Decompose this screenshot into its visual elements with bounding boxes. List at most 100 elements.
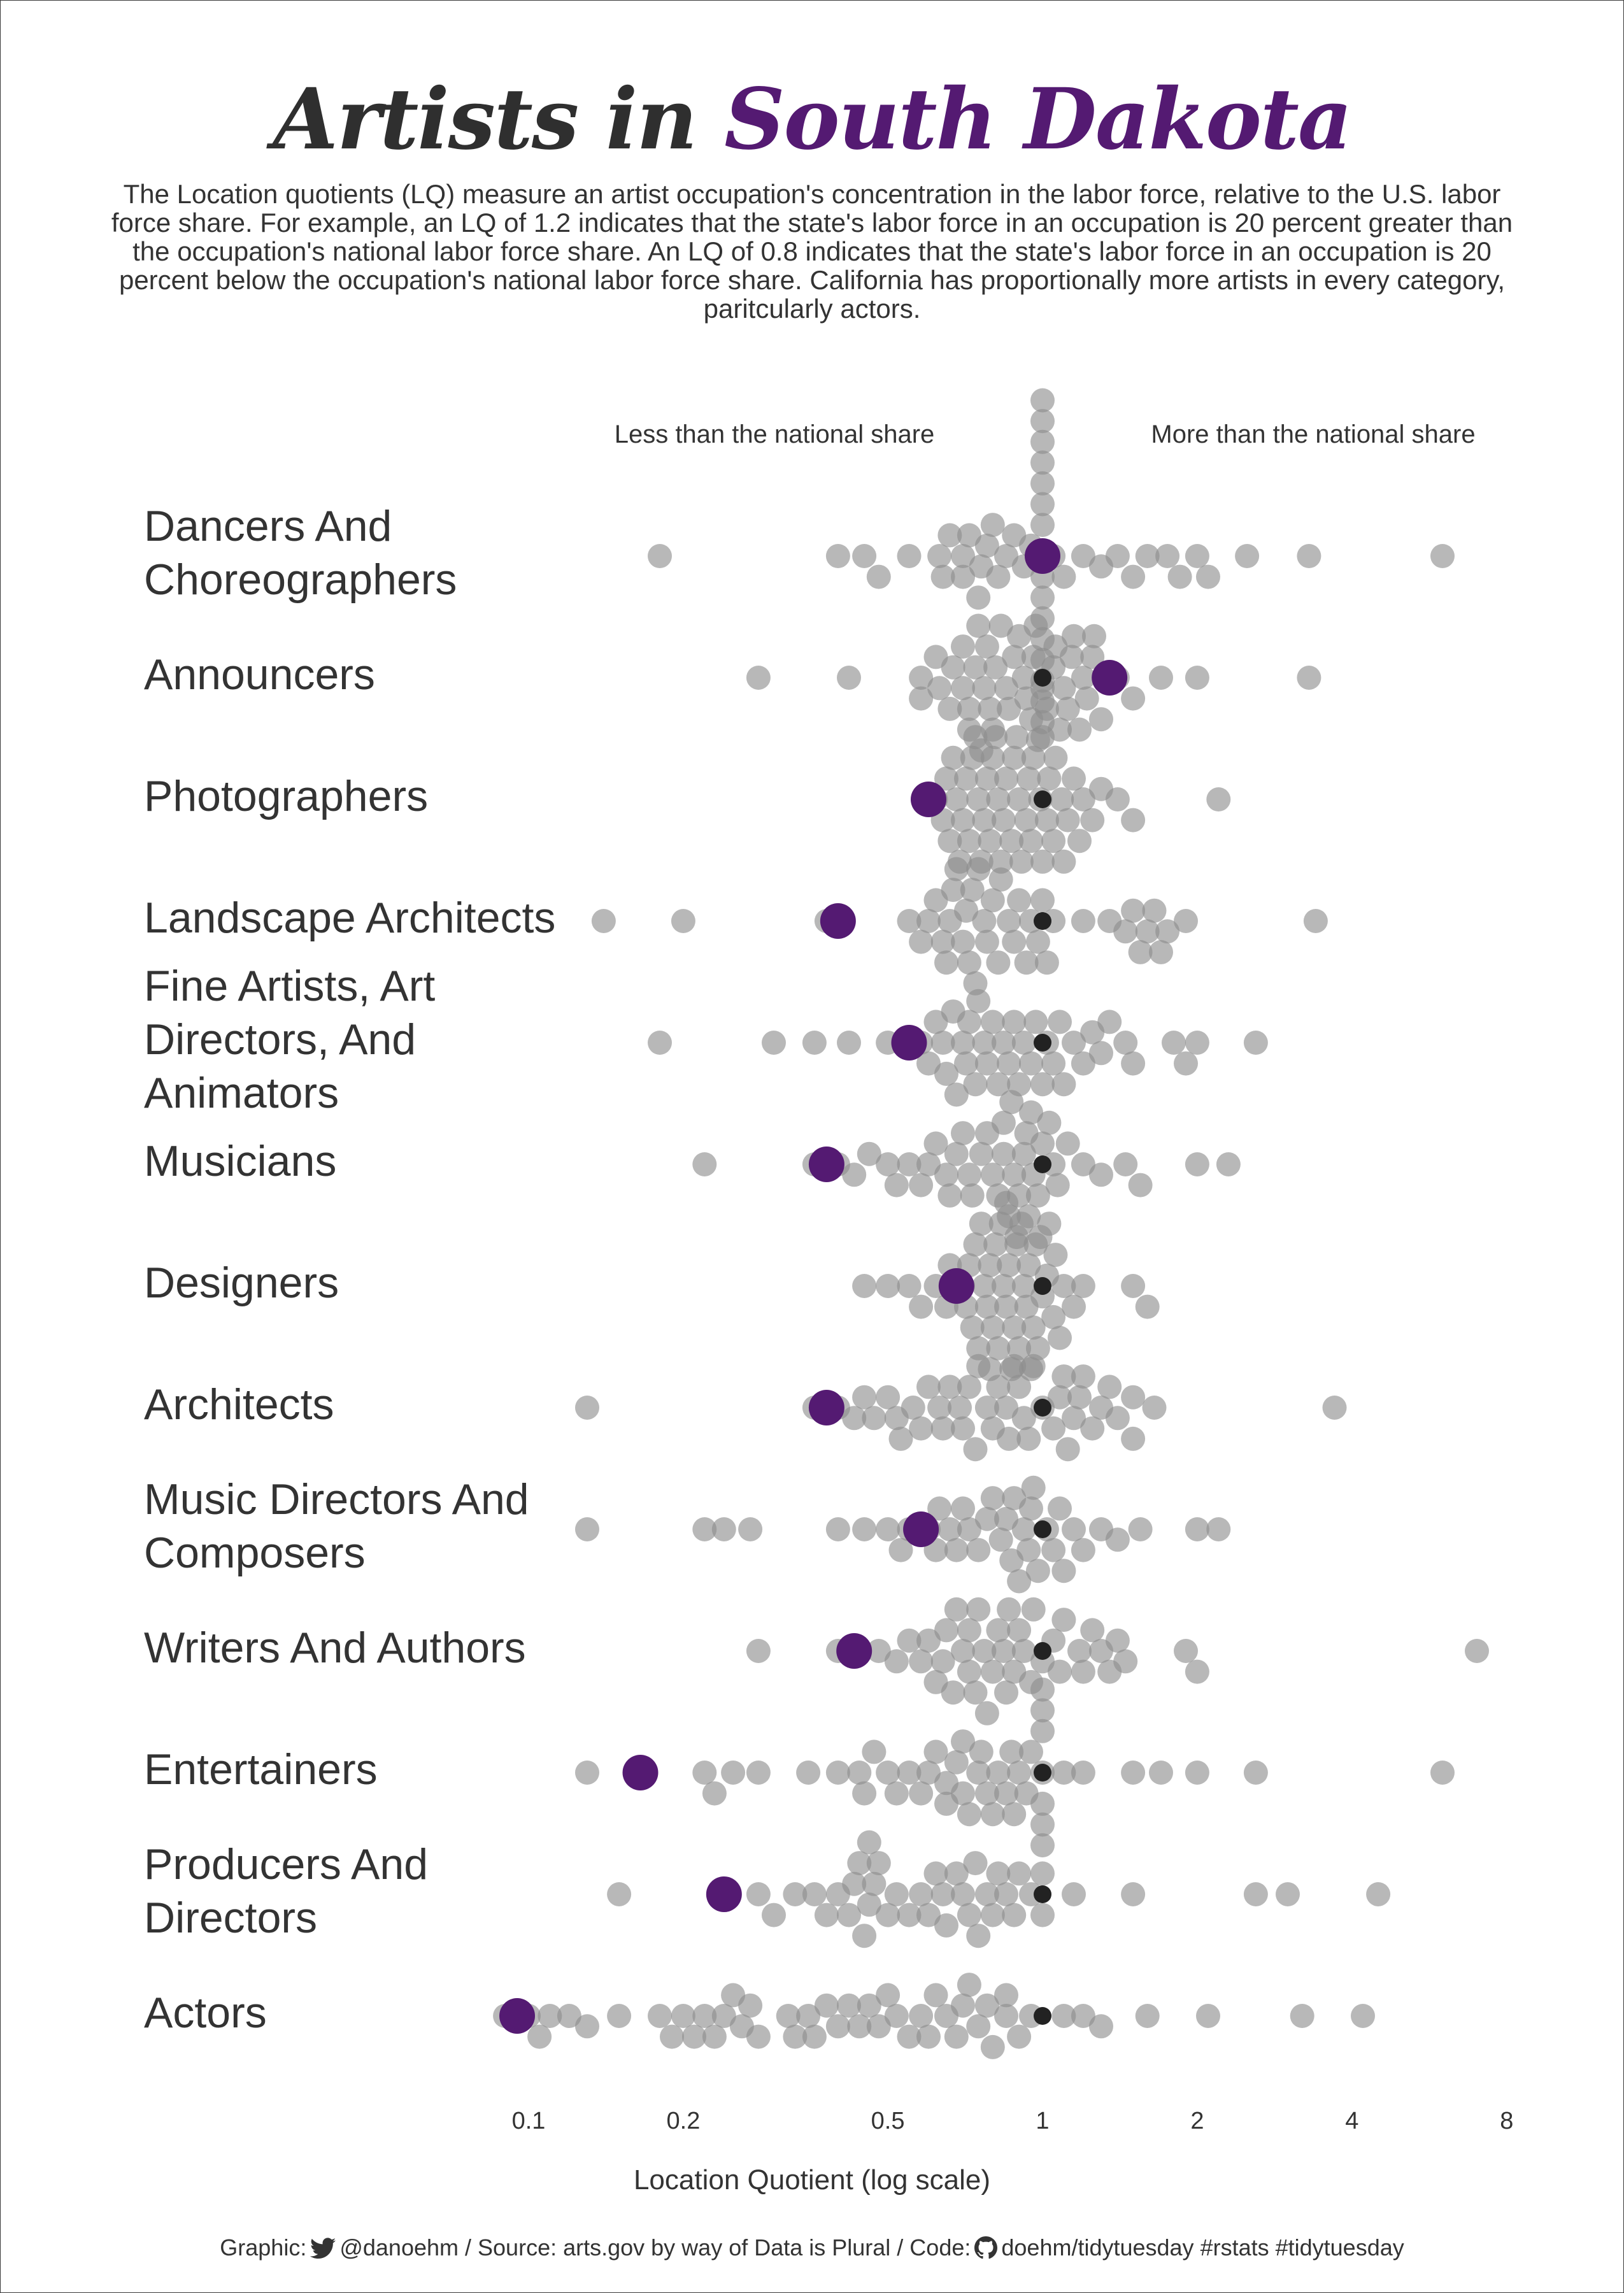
state-point [1135, 919, 1160, 944]
south-dakota-point [1025, 538, 1060, 574]
state-point [738, 1993, 763, 2018]
state-point [692, 1761, 717, 1785]
state-point [937, 1183, 962, 1208]
state-point [972, 676, 997, 701]
state-point [1097, 1375, 1122, 1399]
state-point [937, 696, 962, 721]
state-point [1021, 1475, 1046, 1500]
github-octocat-icon [974, 2236, 998, 2265]
state-point [1071, 1659, 1095, 1684]
state-point [1062, 1517, 1086, 1541]
state-point [994, 1506, 1018, 1531]
state-point [1121, 1385, 1146, 1410]
state-point [980, 513, 1005, 538]
state-point [857, 1141, 881, 1166]
state-point [1011, 1517, 1036, 1541]
state-point [963, 725, 988, 750]
state-point [941, 878, 965, 903]
national-reference-point [1034, 1642, 1051, 1660]
state-point [978, 1253, 1002, 1278]
state-point [991, 808, 1016, 832]
category-label-line: Animators [144, 1069, 339, 1117]
state-point [746, 666, 771, 690]
state-point [746, 1882, 771, 1906]
state-point [957, 1802, 981, 1827]
state-point [1089, 1162, 1113, 1187]
state-point [1062, 1031, 1086, 1055]
state-point [923, 1739, 948, 1764]
state-point [1062, 1294, 1086, 1319]
x-tick-label: 0.2 [667, 2108, 701, 2134]
state-point [692, 1517, 717, 1541]
state-point [852, 1781, 877, 1806]
state-point [909, 2004, 934, 2028]
state-point [866, 564, 891, 589]
category-label-line: Directors [144, 1894, 317, 1942]
state-point [1041, 1304, 1066, 1329]
state-point [1030, 429, 1055, 454]
state-point [974, 1396, 999, 1420]
state-point [847, 2014, 872, 2039]
state-point [972, 1274, 997, 1298]
state-point [997, 909, 1022, 933]
state-point [930, 564, 955, 589]
state-point [974, 1294, 999, 1319]
state-point [660, 2024, 684, 2049]
state-point [1082, 624, 1106, 648]
state-point [648, 544, 672, 568]
row-designers: Designers [144, 1190, 1160, 1382]
state-point [897, 1274, 922, 1298]
state-point [1366, 1882, 1391, 1906]
state-point [1037, 1211, 1062, 1236]
state-point [1030, 1718, 1055, 1743]
category-label: Announcers [144, 650, 375, 699]
state-point [852, 1274, 877, 1298]
south-dakota-point [706, 1876, 742, 1912]
state-point [986, 564, 1011, 589]
state-point [1174, 1051, 1198, 1076]
row-producers-and-directors: Producers And Directors [144, 1830, 1391, 1948]
state-point [1105, 1527, 1130, 1552]
state-point [1128, 1517, 1153, 1541]
state-point [1030, 1131, 1055, 1156]
state-point [884, 1173, 909, 1197]
state-point [876, 1983, 901, 2008]
state-point [937, 523, 962, 548]
national-reference-point [1034, 1885, 1051, 1903]
state-point [837, 1903, 861, 1927]
state-point [999, 1090, 1024, 1115]
state-point [957, 696, 981, 721]
state-point [983, 655, 1008, 680]
state-point [857, 1892, 881, 1917]
state-point [941, 1680, 965, 1705]
state-point [966, 857, 991, 882]
state-point [1105, 544, 1130, 568]
state-point [980, 2034, 1005, 2059]
state-point [916, 1051, 941, 1076]
state-point [1185, 1517, 1209, 1541]
state-point [1021, 645, 1046, 669]
state-point [1071, 1364, 1095, 1389]
state-point [941, 655, 965, 680]
state-point [1011, 1406, 1036, 1431]
state-point [884, 1781, 909, 1806]
state-point [957, 1973, 981, 1997]
state-point [1009, 1211, 1034, 1236]
state-point [702, 2024, 727, 2049]
state-point [954, 1051, 978, 1076]
state-point [951, 1639, 975, 1663]
state-point [876, 1274, 901, 1298]
state-point [575, 1396, 599, 1420]
state-point [944, 1082, 969, 1107]
state-point [944, 787, 969, 811]
category-label: Producers And Directors [144, 1840, 428, 1942]
state-point [1071, 1538, 1095, 1562]
caption-repo: doehm/tidytuesday #rstats #tidytuesday [1001, 2234, 1404, 2261]
state-point [986, 1761, 1011, 1785]
state-point [1051, 1608, 1076, 1632]
category-label: Dancers And Choreographers [144, 502, 457, 604]
x-tick-label: 0.5 [871, 2108, 905, 2134]
state-point [702, 1781, 727, 1806]
state-point [847, 1851, 872, 1876]
state-point [966, 787, 991, 811]
